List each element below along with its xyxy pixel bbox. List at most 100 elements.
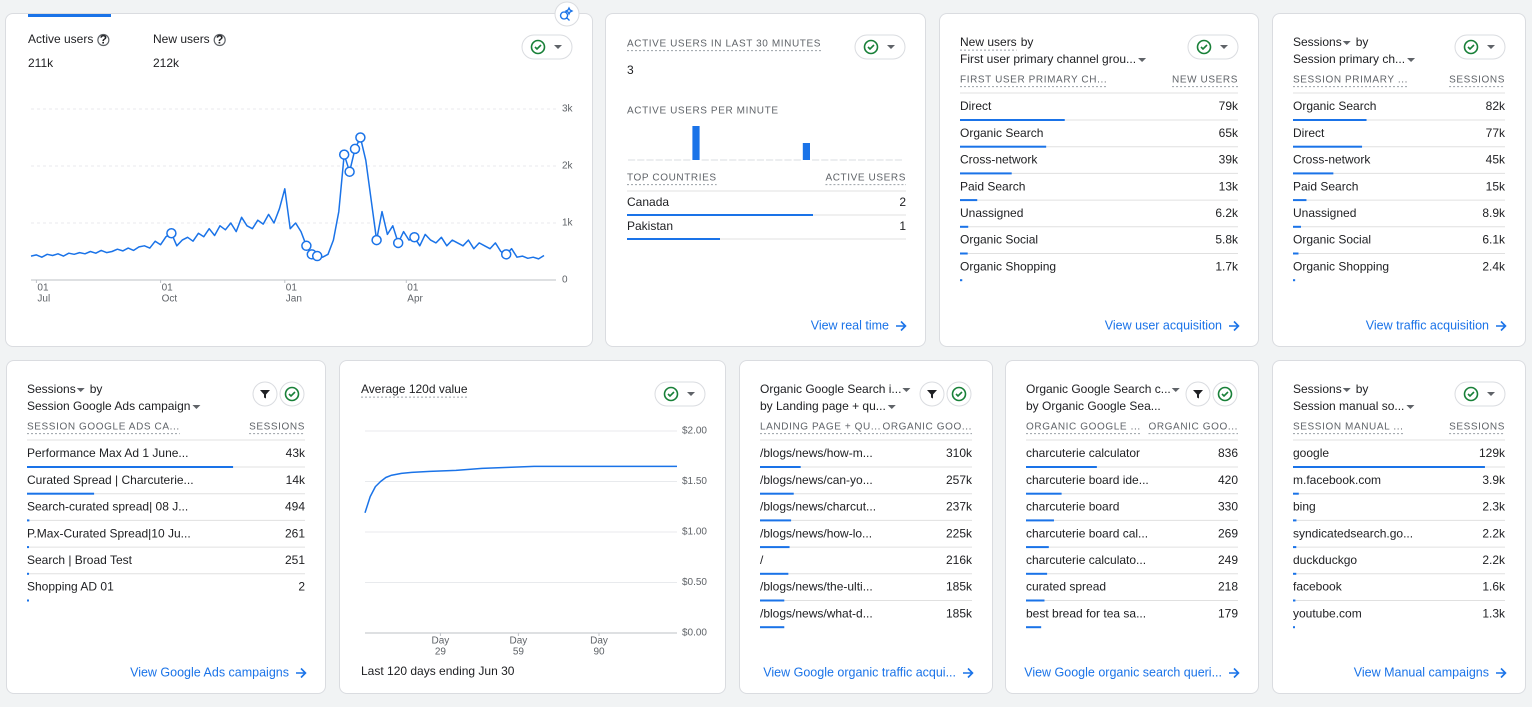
metric-label[interactable]: New users <box>153 32 210 46</box>
row-value: 836 <box>1218 446 1238 460</box>
view-link[interactable]: View Google organic traffic acqui... <box>763 665 956 679</box>
dropdown-caret[interactable] <box>1138 58 1147 62</box>
metric-title[interactable]: Organic Google Search c... <box>1026 382 1171 396</box>
row-value: 77k <box>1486 126 1506 140</box>
metric-label[interactable]: Active users <box>28 32 93 46</box>
row-label: Direct <box>1293 126 1325 140</box>
metric-title[interactable]: Sessions <box>1293 382 1342 396</box>
annotation-marker[interactable] <box>409 232 420 243</box>
row-value: 185k <box>946 606 973 620</box>
view-link[interactable]: View Google organic search queri... <box>1024 665 1222 679</box>
compare-button[interactable] <box>946 381 972 407</box>
x-tick-label: Oct <box>162 294 178 305</box>
compare-button[interactable] <box>1187 34 1239 60</box>
metric-title[interactable]: Organic Google Search i... <box>760 382 901 396</box>
dimension-title[interactable]: by Landing page + qu... <box>760 399 886 413</box>
dropdown-caret[interactable] <box>1171 388 1180 392</box>
view-link[interactable]: View Google Ads campaigns <box>130 665 289 679</box>
dropdown-caret[interactable] <box>1406 405 1415 409</box>
link-arrow[interactable] <box>1229 320 1240 332</box>
button-outline <box>854 34 906 60</box>
dropdown-caret[interactable] <box>887 405 896 409</box>
row-label: bing <box>1293 500 1316 514</box>
row-value: 15k <box>1486 179 1506 193</box>
link-arrow[interactable] <box>1496 320 1507 332</box>
share-bar <box>1026 466 1097 468</box>
compare-button[interactable] <box>654 381 706 407</box>
card-canvas: New users by First user primary channel gr… <box>960 34 1240 332</box>
filter-button[interactable] <box>1185 381 1211 407</box>
annotation-marker[interactable] <box>344 166 355 177</box>
chart-title: ACTIVE USERS PER MINUTE <box>627 106 779 117</box>
row-value: 39k <box>1219 153 1239 167</box>
row-label: charcuterie calculator <box>1026 446 1140 460</box>
annotation-marker[interactable] <box>392 237 404 249</box>
view-link[interactable]: View traffic acquisition <box>1366 318 1489 332</box>
view-link[interactable]: View user acquisition <box>1105 318 1222 332</box>
annotation-marker[interactable] <box>349 143 361 155</box>
row-value: 225k <box>946 526 973 540</box>
row-label: curated spread <box>1026 580 1106 594</box>
check-mark <box>1200 44 1208 51</box>
dropdown-caret[interactable] <box>902 388 911 392</box>
filter-button[interactable] <box>252 381 278 407</box>
view-link[interactable]: View Manual campaigns <box>1354 665 1489 679</box>
annotation-marker[interactable] <box>166 228 177 239</box>
dimension-title[interactable]: First user primary channel grou... <box>960 52 1136 66</box>
link-arrow[interactable] <box>963 667 974 679</box>
realtime-card: ACTIVE USERS IN LAST 30 MINUTES 3 ACTIVE U… <box>605 13 926 347</box>
column-header: ACTIVE USERS <box>825 173 906 184</box>
compare-button[interactable] <box>279 381 305 407</box>
row-label: charcuterie board ide... <box>1026 473 1149 487</box>
row-label: /blogs/news/the-ulti... <box>760 580 873 594</box>
annotation-marker[interactable] <box>338 149 350 160</box>
link-arrow[interactable] <box>896 320 907 332</box>
share-bar <box>27 546 29 549</box>
column-header: LANDING PAGE + QU... <box>760 422 881 433</box>
metric-title[interactable]: Sessions <box>1293 35 1342 49</box>
dropdown-caret[interactable] <box>1342 41 1351 45</box>
compare-button[interactable] <box>854 34 906 60</box>
x-tick-label: 29 <box>435 647 447 658</box>
row-value: 3.9k <box>1482 473 1506 487</box>
button-outline <box>1454 34 1506 60</box>
row-label: /blogs/news/how-m... <box>760 446 873 460</box>
compare-button[interactable] <box>1212 381 1238 407</box>
dimension-title[interactable]: by Organic Google Sea... <box>1026 399 1161 413</box>
compare-button[interactable] <box>1454 34 1506 60</box>
column-header: SESSIONS <box>1449 422 1505 433</box>
share-bar <box>1293 279 1296 282</box>
dimension-title[interactable]: Session primary ch... <box>1293 52 1405 66</box>
column-header: ORGANIC GOO... <box>882 422 972 433</box>
check-mark <box>1221 391 1229 398</box>
filter-button[interactable] <box>919 381 945 407</box>
row-value: 1.6k <box>1482 580 1506 594</box>
annotation-marker[interactable] <box>301 240 312 252</box>
help-icon[interactable] <box>213 33 226 47</box>
dimension-title[interactable]: Session Google Ads campaign <box>27 399 190 413</box>
row-value: 1 <box>899 219 906 233</box>
dimension-title[interactable]: Session manual so... <box>1293 399 1404 413</box>
dropdown-caret[interactable] <box>1407 58 1416 62</box>
view-link[interactable]: View real time <box>811 318 889 332</box>
share-bar <box>1026 519 1054 522</box>
link-arrow[interactable] <box>296 667 307 679</box>
compare-button[interactable] <box>521 34 573 60</box>
x-tick-label: 01 <box>162 283 174 294</box>
dropdown-caret[interactable] <box>76 388 85 392</box>
annotation-marker[interactable] <box>371 234 382 246</box>
metric-title[interactable]: New users <box>960 35 1017 49</box>
help-icon[interactable] <box>97 33 110 47</box>
row-label: m.facebook.com <box>1293 473 1381 487</box>
dropdown-caret[interactable] <box>192 405 201 409</box>
link-arrow[interactable] <box>1229 667 1240 679</box>
share-bar <box>1293 572 1297 575</box>
annotation-marker[interactable] <box>311 250 323 262</box>
row-label: /blogs/news/what-d... <box>760 606 873 620</box>
annotation-marker[interactable] <box>500 249 512 260</box>
compare-button[interactable] <box>1454 381 1506 407</box>
dropdown-caret[interactable] <box>1342 388 1351 392</box>
metric-title[interactable]: Sessions <box>27 382 76 396</box>
link-arrow[interactable] <box>1496 667 1507 679</box>
annotation-marker[interactable] <box>355 132 366 143</box>
